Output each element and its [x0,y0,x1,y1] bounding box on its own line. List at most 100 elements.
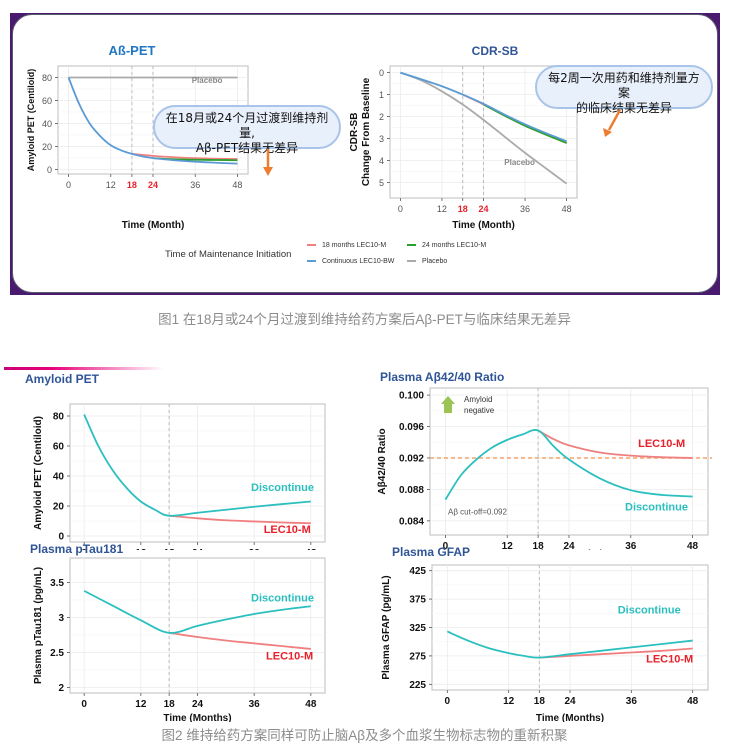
figure1-caption: 图1 在18月或24个月过渡到维持给药方案后Aβ-PET与临床结果无差异 [158,312,571,327]
chart-title: Amyloid PET [25,372,100,386]
legend-label: Placebo [422,258,448,265]
y-tick-label: 60 [42,96,52,106]
series-line-continuous-lec10-bw [67,77,238,165]
gridlines [70,558,325,693]
x-axis-label: Time (Months) [536,713,604,722]
x-tick-label: 24 [192,699,204,710]
y-tick-label: 0.092 [399,453,424,464]
legend-item-continuous: Continuous LEC10-BW [307,258,394,265]
y-tick-label: 275 [409,651,426,662]
chart-ab42-40-ratio: Plasma Aβ42/40 Ratio 0 12 18 24 36 48 0.084 0.08… [377,370,712,550]
series-line-placebo [400,71,568,185]
y-tick-label: 3 [379,134,384,144]
legend-label: Continuous LEC10-BW [322,258,395,265]
gridlines [432,565,708,690]
x-tick-label: 18 [458,204,468,214]
x-tick-label: 0 [81,548,87,550]
legend-label: 24 months LEC10-M [422,242,487,249]
x-axis-label: Time (Months) [163,713,231,722]
arrow-up-icon [441,396,455,413]
chart-gfap: Plasma GFAP 0 12 18 24 36 48 225 275 325 375 425 Tim… [381,545,709,722]
y-tick-label: 225 [409,680,426,691]
series-line-lec10-m [539,647,693,659]
y-tick-label: 2.5 [50,648,64,659]
legend: Time of Maintenance Initiation 18 months… [165,240,545,270]
x-tick-label: 48 [562,204,572,214]
annotation-label: Aβ cut-off=0.092 [448,508,507,517]
arrow-down-icon [263,149,273,176]
series-line-lec10-m [537,429,693,459]
x-tick-label: 24 [564,696,576,707]
legend-swatch [407,244,416,247]
y-tick-label: 20 [53,502,65,513]
y-axis-label: Amyloid PET (Centiloid) [33,416,44,530]
x-tick-label: 48 [232,180,242,190]
y-tick-label: 3.5 [50,578,64,589]
y-tick-label: 2 [379,112,384,122]
x-tick-label: 48 [305,548,317,550]
series-line-discontinue [444,429,693,501]
x-tick-label: 18 [164,548,176,550]
legend-swatch [407,260,416,263]
series-label-lec10-m: LEC10-M [266,650,313,662]
x-tick-label: 12 [135,548,147,550]
series-line-discontinue [83,414,311,517]
callout-cdrsb-line2: 的临床结果无差异 [575,101,672,115]
annotation-label: Placebo [504,158,535,167]
callout-cdrsb: 每2周一次用药和维持剂量方案 的临床结果无差异 [535,65,713,115]
legend-item-placebo: Placebo [407,258,447,265]
y-tick-label: 425 [409,566,426,577]
y-axis-label: Amyloid PET (Centiloid) [26,69,36,172]
x-tick-label: 48 [687,696,699,707]
x-tick-label: 12 [135,699,147,710]
series-line-18-months-lec10-m [131,152,238,160]
y-tick-label: 0.084 [399,516,424,527]
arrow-diagonal-icon [603,109,622,137]
accent-bar [4,367,164,370]
x-tick-label: 24 [478,204,488,214]
series-label-discontinue: Discontinue [618,604,681,616]
x-tick-label: 36 [625,541,637,550]
callout-abpet-line1: 在18月或24个月过渡到维持剂量, [165,111,329,140]
series-line-discontinue [446,630,693,659]
y-tick-label: 3 [58,613,64,624]
x-tick-label: 36 [249,699,261,710]
x-tick-label: 0 [398,204,403,214]
x-tick-label: 0 [445,696,451,707]
x-axis-label: Time (Months) [535,549,603,550]
gridlines [70,404,325,542]
x-tick-label: 0 [81,699,87,710]
y-tick-label: 375 [409,595,426,606]
x-tick-label: 36 [520,204,530,214]
x-axis-label: Time (Month) [452,220,515,231]
chart-title: Aß-PET [109,43,156,58]
legend-item-24m: 24 months LEC10-M [407,242,486,249]
y-axis-label: Aβ42/40 Ratio [377,428,388,494]
x-tick-label: 12 [437,204,447,214]
series-label-discontinue: Discontinue [625,502,688,514]
x-tick-label: 18 [534,696,546,707]
y-tick-label: 4 [379,156,384,166]
legend-swatch [307,260,316,263]
x-tick-label: 12 [106,180,116,190]
x-tick-label: 18 [164,699,176,710]
callout-abpet: 在18月或24个月过渡到维持剂量, Aβ-PET结果无差异 [153,105,341,155]
x-tick-label: 24 [192,548,204,550]
x-tick-label: 0 [443,541,449,550]
amyloid-negative-label: Amyloid [464,395,492,404]
series-line-discontinue [83,590,311,634]
x-tick-label: 36 [190,180,200,190]
series-label-discontinue: Discontinue [251,592,314,604]
annotation-label: Placebo [192,76,223,85]
y-tick-label: 60 [53,442,65,453]
y-tick-label: 0 [379,68,384,78]
y-tick-label: 40 [42,119,52,129]
y-tick-label: 0 [58,532,64,543]
amyloid-negative-label: negative [464,406,495,415]
x-tick-label: 24 [148,180,158,190]
figure2-caption: 图2 维持给药方案同样可防止脑Aβ及多个血浆生物标志物的重新积聚 [161,728,568,743]
y-axis-label: Plasma GFAP (pg/mL) [381,575,392,679]
y-axis-label: Plasma pTau181 (pg/mL) [33,567,44,684]
x-tick-label: 36 [626,696,638,707]
